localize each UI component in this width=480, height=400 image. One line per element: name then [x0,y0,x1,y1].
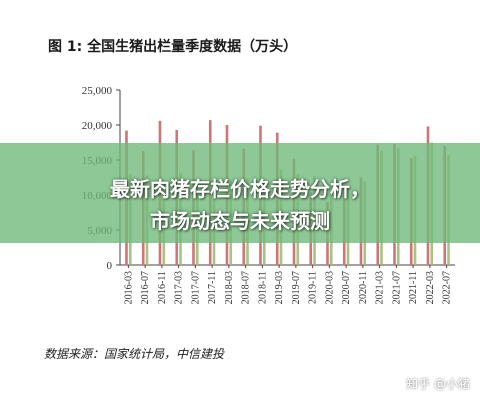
x-tick-label: 2020-11 [358,271,369,304]
x-tick-label: 2017-11 [207,271,218,304]
x-axis-ticks: 2016-03 2016-07 2016-11 2017-03 2017-07 2017-… [123,265,453,304]
x-tick-label: 2017-03 [174,271,185,304]
x-tick-label: 2019-07 [291,271,302,304]
source-note: 数据来源：国家统计局，中信建投 [44,347,225,361]
x-tick-label: 2019-03 [274,271,285,304]
headline-line-2: 市场动态与未来预测 [150,209,330,233]
x-tick-label: 2016-07 [140,271,151,304]
x-tick-label: 2018-03 [224,271,235,304]
y-tick-label: 0 [107,260,113,272]
x-tick-label: 2020-03 [324,271,335,304]
x-tick-label: 2021-07 [391,271,402,304]
x-tick-label: 2019-11 [308,271,319,304]
x-tick-label: 2022-03 [425,271,436,304]
x-tick-label: 2018-11 [257,271,268,304]
headline-line-1: 最新肉猪存栏价格走势分析， [110,177,370,201]
y-tick-label: 25,000 [82,85,113,97]
headline-banner: 最新肉猪存栏价格走势分析， 市场动态与未来预测 [0,143,480,243]
watermark: 知乎 @小猪 [406,377,470,391]
x-tick-label: 2021-03 [375,271,386,304]
x-tick-label: 2021-11 [408,271,419,304]
x-tick-label: 2016-03 [123,271,134,304]
x-tick-label: 2017-07 [190,271,201,304]
y-tick-label: 20,000 [82,120,113,132]
x-tick-label: 2020-07 [341,271,352,304]
chart-title: 图 1: 全国生猪出栏量季度数据（万头） [48,39,298,55]
x-tick-label: 2016-11 [157,271,168,304]
x-tick-label: 2018-07 [241,271,252,304]
x-tick-label: 2022-07 [442,271,453,304]
